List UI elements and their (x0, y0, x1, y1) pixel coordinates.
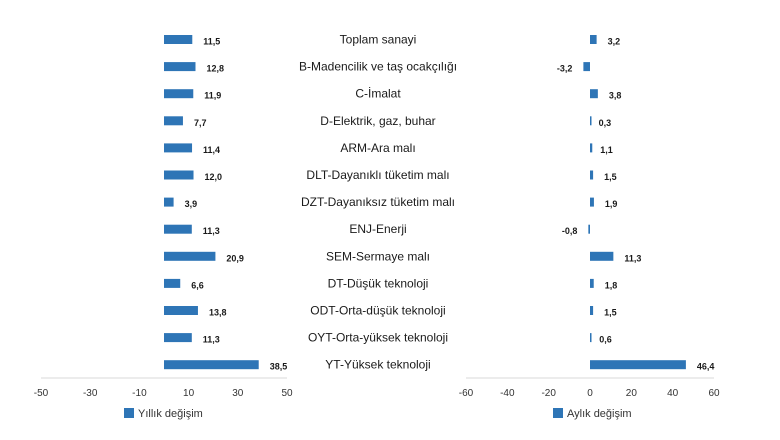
category-label: Toplam sanayi (340, 33, 417, 47)
x-tick-label: 0 (587, 388, 593, 399)
category-label: B-Madencilik ve taş ocakçılığı (299, 60, 457, 74)
data-label: -0,8 (562, 226, 578, 236)
data-label: 20,9 (226, 253, 244, 263)
bar (590, 278, 594, 288)
x-tick-label: 10 (183, 388, 195, 399)
bar (590, 89, 598, 99)
legend-label: Yıllık değişim (138, 408, 203, 420)
category-labels: Toplam sanayi B-Madencilik ve taş ocakçıl… (299, 33, 457, 372)
bar (164, 278, 181, 288)
bar (590, 360, 686, 370)
data-label: 13,8 (209, 308, 227, 318)
data-label: 6,6 (191, 280, 204, 290)
bar (590, 251, 614, 261)
bar (590, 333, 592, 343)
data-label: 1,9 (605, 199, 618, 209)
category-label: DT-Düşük teknoloji (328, 276, 429, 290)
bar (590, 197, 594, 207)
data-label: 46,4 (697, 362, 715, 372)
data-label: 12,8 (206, 64, 224, 74)
data-label: 1,1 (600, 145, 613, 155)
category-label: OYT-Orta-yüksek teknoloji (308, 331, 448, 345)
data-label: 11,4 (203, 145, 220, 155)
bar (164, 306, 198, 315)
data-label: 7,7 (194, 118, 207, 128)
x-tick-label: 60 (708, 388, 720, 399)
x-tick-label: -50 (34, 388, 49, 399)
data-label: 1,8 (605, 280, 618, 290)
monthly-change-panel: -60 -40 -20 0 20 40 60 3,2 -3,2 3,8 0,3 1,1 1,5 1,9 -0… (459, 35, 720, 420)
x-tick-label: 50 (281, 388, 293, 399)
bar (164, 224, 192, 234)
category-label: ODT-Orta-düşük teknoloji (310, 304, 445, 318)
category-label: ENJ-Enerji (349, 222, 406, 236)
bar (583, 62, 590, 72)
category-label: YT-Yüksek teknoloji (325, 358, 430, 372)
bar (164, 89, 194, 99)
bar (590, 170, 594, 180)
data-label: 3,9 (185, 199, 198, 209)
bar (164, 360, 259, 370)
bar (164, 170, 194, 180)
data-label: 0,6 (599, 335, 612, 345)
x-tick-label: -10 (132, 388, 147, 399)
data-label: 1,5 (604, 172, 617, 182)
bar (590, 35, 597, 44)
data-label: 3,8 (609, 91, 622, 101)
data-label: 11,3 (203, 335, 220, 345)
legend-label: Aylık değişim (567, 408, 632, 420)
bar (164, 62, 196, 72)
data-label: 12,0 (205, 172, 223, 182)
bar (164, 35, 193, 44)
legend-swatch (553, 408, 563, 418)
x-tick-label: -20 (541, 388, 556, 399)
x-tick-label: -40 (500, 388, 515, 399)
data-label: 11,5 (203, 37, 220, 47)
data-label: 11,9 (204, 91, 221, 101)
x-tick-label: -30 (83, 388, 98, 399)
data-label: 38,5 (270, 362, 288, 372)
x-tick-label: 30 (232, 388, 244, 399)
category-label: SEM-Sermaye malı (326, 249, 430, 263)
category-label: D-Elektrik, gaz, buhar (320, 114, 435, 128)
data-label: -3,2 (557, 64, 573, 74)
data-label: 11,3 (203, 226, 220, 236)
category-label: C-İmalat (355, 87, 401, 101)
data-label: 11,3 (624, 253, 641, 263)
data-label: 0,3 (599, 118, 612, 128)
x-tick-label: -60 (459, 388, 474, 399)
bar (590, 116, 592, 126)
bar (164, 197, 174, 207)
category-label: ARM-Ara malı (340, 141, 415, 155)
category-label: DLT-Dayanıklı tüketim malı (306, 168, 449, 182)
legend-swatch (124, 408, 134, 418)
bar (164, 143, 193, 153)
bar (588, 224, 590, 234)
bar (164, 251, 216, 261)
category-label: DZT-Dayanıksız tüketim malı (301, 195, 455, 209)
data-label: 3,2 (608, 37, 621, 47)
bar (164, 116, 183, 126)
annual-change-panel: -50 -30 -10 10 30 50 11,5 12,8 11,9 7,7 11,4 12,0 3,… (34, 35, 293, 420)
bar (164, 333, 192, 343)
bar (590, 306, 594, 315)
x-tick-label: 40 (667, 388, 679, 399)
bar (590, 143, 593, 153)
x-tick-label: 20 (626, 388, 638, 399)
data-label: 1,5 (604, 308, 617, 318)
